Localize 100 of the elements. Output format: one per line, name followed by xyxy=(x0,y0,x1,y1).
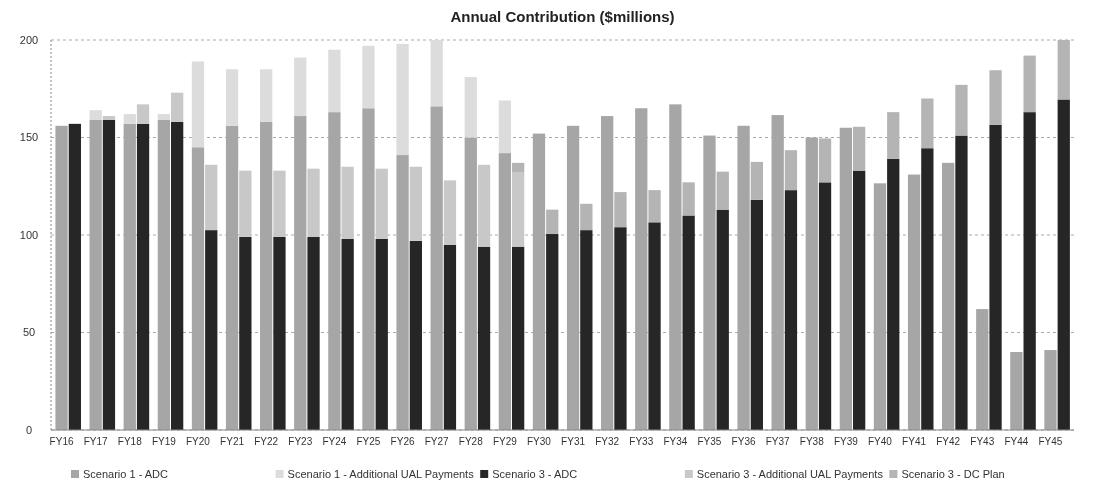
bar xyxy=(853,126,866,171)
bar xyxy=(273,236,286,430)
bar xyxy=(409,240,422,430)
bar xyxy=(477,246,491,430)
bar xyxy=(239,236,252,430)
x-tick-label: FY36 xyxy=(731,436,756,447)
bar xyxy=(375,168,388,239)
legend-label: Scenario 3 - Additional UAL Payments xyxy=(696,467,884,480)
bar xyxy=(136,123,150,430)
bar xyxy=(614,192,627,228)
x-tick-label: FY23 xyxy=(288,436,313,447)
bar xyxy=(225,69,239,126)
bar xyxy=(157,114,171,120)
bar xyxy=(1023,55,1036,113)
bar xyxy=(430,40,443,107)
x-tick-label: FY30 xyxy=(527,436,552,447)
bar xyxy=(887,158,900,430)
bar xyxy=(396,43,409,156)
bar xyxy=(716,209,729,430)
bar xyxy=(818,182,832,430)
bar xyxy=(260,69,273,122)
x-tick-label: FY35 xyxy=(697,436,722,447)
bar xyxy=(1023,112,1036,430)
bar xyxy=(648,190,661,223)
bar xyxy=(307,236,320,430)
x-tick-label: FY39 xyxy=(833,436,859,447)
x-tick-label: FY29 xyxy=(492,436,518,447)
bar xyxy=(853,170,866,430)
bar xyxy=(294,57,307,117)
bar xyxy=(580,230,593,430)
bar xyxy=(614,227,627,430)
bar xyxy=(89,110,102,120)
x-tick-label: FY38 xyxy=(799,436,825,447)
bar xyxy=(955,135,968,430)
y-tick-label: 150 xyxy=(19,131,39,144)
x-tick-label: FY41 xyxy=(902,436,927,447)
legend-label: Scenario 3 - DC Plan xyxy=(901,467,1005,480)
x-tick-label: FY17 xyxy=(83,436,109,447)
x-tick-label: FY21 xyxy=(220,436,245,447)
legend-label: Scenario 1 - Additional UAL Payments xyxy=(287,467,475,480)
bar xyxy=(157,119,171,430)
bar xyxy=(328,49,341,113)
bar xyxy=(580,203,593,231)
legend-label: Scenario 1 - ADC xyxy=(83,467,169,480)
x-tick-label: FY37 xyxy=(765,436,791,447)
bar xyxy=(68,123,81,430)
x-tick-label: FY40 xyxy=(868,436,893,447)
x-tick-label: FY18 xyxy=(117,436,143,447)
x-tick-label: FY45 xyxy=(1038,436,1063,447)
bar xyxy=(191,61,205,148)
x-tick-label: FY16 xyxy=(49,436,74,447)
bar xyxy=(136,104,150,124)
y-tick-label: 50 xyxy=(22,326,36,339)
bar xyxy=(750,161,763,200)
bar xyxy=(1057,99,1070,430)
x-tick-label: FY24 xyxy=(322,436,347,447)
bar xyxy=(102,116,116,120)
bar xyxy=(102,119,116,430)
y-tick-label: 200 xyxy=(19,33,39,46)
x-tick-label: FY19 xyxy=(151,436,177,447)
bar xyxy=(1044,350,1057,430)
bar xyxy=(921,148,934,430)
x-tick-label: FY42 xyxy=(936,436,961,447)
chart-title: Annual Contribution ($millions) xyxy=(450,8,675,25)
bar xyxy=(955,84,968,136)
bar xyxy=(989,124,1002,430)
bar xyxy=(512,172,525,247)
bar xyxy=(477,164,491,247)
bar xyxy=(989,70,1002,125)
x-tick-label: FY32 xyxy=(595,436,620,447)
bar xyxy=(171,121,184,430)
bar xyxy=(648,222,661,430)
x-tick-label: FY31 xyxy=(561,436,586,447)
x-tick-label: FY34 xyxy=(663,436,688,447)
bar xyxy=(546,234,559,430)
x-tick-label: FY44 xyxy=(1004,436,1029,447)
bar xyxy=(464,77,477,138)
bar xyxy=(375,238,388,430)
bar xyxy=(273,170,286,237)
x-tick-label: FY43 xyxy=(970,436,995,447)
y-tick-label: 0 xyxy=(25,423,33,436)
bar xyxy=(750,199,763,430)
x-tick-label: FY28 xyxy=(458,436,484,447)
bar xyxy=(498,100,512,154)
bar xyxy=(443,244,457,430)
bar xyxy=(341,166,354,239)
bar xyxy=(1010,352,1023,430)
bar xyxy=(512,246,525,430)
bar xyxy=(123,114,136,124)
bar xyxy=(512,162,525,173)
bar xyxy=(239,170,252,237)
x-tick-label: FY27 xyxy=(424,436,450,447)
bar xyxy=(784,190,798,430)
bar xyxy=(784,150,798,191)
legend-label: Scenario 3 - ADC xyxy=(492,467,578,480)
bar xyxy=(716,171,729,210)
x-tick-label: FY22 xyxy=(254,436,279,447)
x-tick-label: FY25 xyxy=(356,436,381,447)
bar xyxy=(205,164,218,231)
x-tick-label: FY20 xyxy=(186,436,211,447)
